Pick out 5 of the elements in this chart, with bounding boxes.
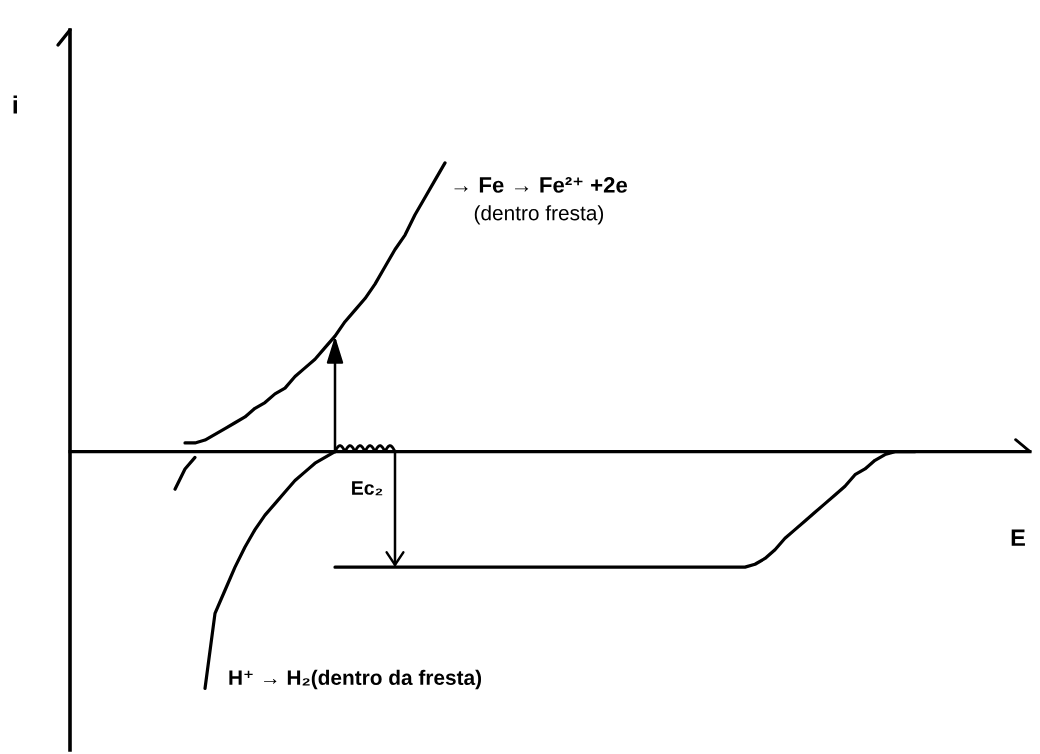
series-label: H⁺ → H₂(dentro da fresta) [229, 669, 482, 690]
y-axis-title: i [13, 95, 17, 114]
x-axis-title: E [1011, 529, 1025, 546]
annotation: Ec₂ [352, 481, 383, 496]
series-label: → Fe → Fe²⁺ +2e (dentro fresta) [454, 177, 628, 225]
